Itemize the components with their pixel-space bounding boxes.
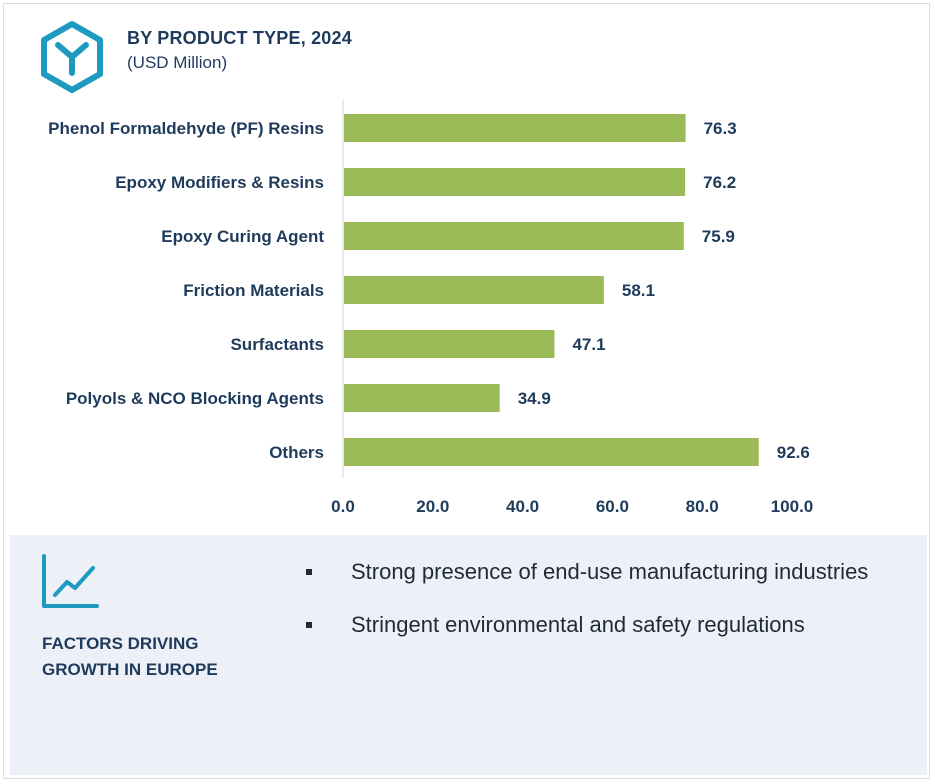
value-label: 34.9: [518, 389, 551, 408]
value-label: 58.1: [622, 281, 655, 300]
bar: [344, 438, 759, 466]
bar: [344, 168, 686, 196]
bar: [344, 330, 555, 358]
bar-chart: Phenol Formaldehyde (PF) Resins 76.3 Epoxy…: [48, 100, 814, 516]
chart-subtitle: (USD Million): [127, 53, 228, 72]
factor-item-text: Stringent environmental and safety regul…: [351, 612, 805, 637]
value-label: 76.3: [704, 119, 737, 138]
bar: [344, 222, 684, 250]
x-tick-label: 40.0: [506, 497, 539, 516]
factor-item-text: Strong presence of end-use manufacturing…: [351, 559, 869, 584]
category-label: Phenol Formaldehyde (PF) Resins: [48, 119, 324, 138]
category-label: Friction Materials: [183, 281, 324, 300]
x-tick-label: 80.0: [686, 497, 719, 516]
x-tick-label: 60.0: [596, 497, 629, 516]
bullet-marker: [306, 569, 312, 575]
value-label: 76.2: [703, 173, 736, 192]
bar: [344, 276, 604, 304]
category-label: Epoxy Curing Agent: [161, 227, 324, 246]
bullet-marker: [306, 622, 312, 628]
line-chart-icon: [42, 554, 99, 608]
factors-title: FACTORS DRIVING GROWTH IN EUROPE: [42, 634, 218, 679]
category-label: Polyols & NCO Blocking Agents: [66, 389, 324, 408]
x-tick-label: 100.0: [771, 497, 814, 516]
factors-panel: FACTORS DRIVING GROWTH IN EUROPE Strong …: [10, 535, 927, 775]
value-label: 75.9: [702, 227, 735, 246]
bar: [344, 114, 686, 142]
bar: [344, 384, 500, 412]
category-label: Epoxy Modifiers & Resins: [115, 173, 324, 192]
chart-title: BY PRODUCT TYPE, 2024: [127, 28, 352, 48]
category-label: Surfactants: [230, 335, 324, 354]
value-label: 92.6: [777, 443, 810, 462]
x-tick-label: 0.0: [331, 497, 355, 516]
value-label: 47.1: [572, 335, 605, 354]
x-tick-label: 20.0: [416, 497, 449, 516]
hexagon-logo-icon: [41, 21, 103, 93]
category-label: Others: [269, 443, 324, 462]
